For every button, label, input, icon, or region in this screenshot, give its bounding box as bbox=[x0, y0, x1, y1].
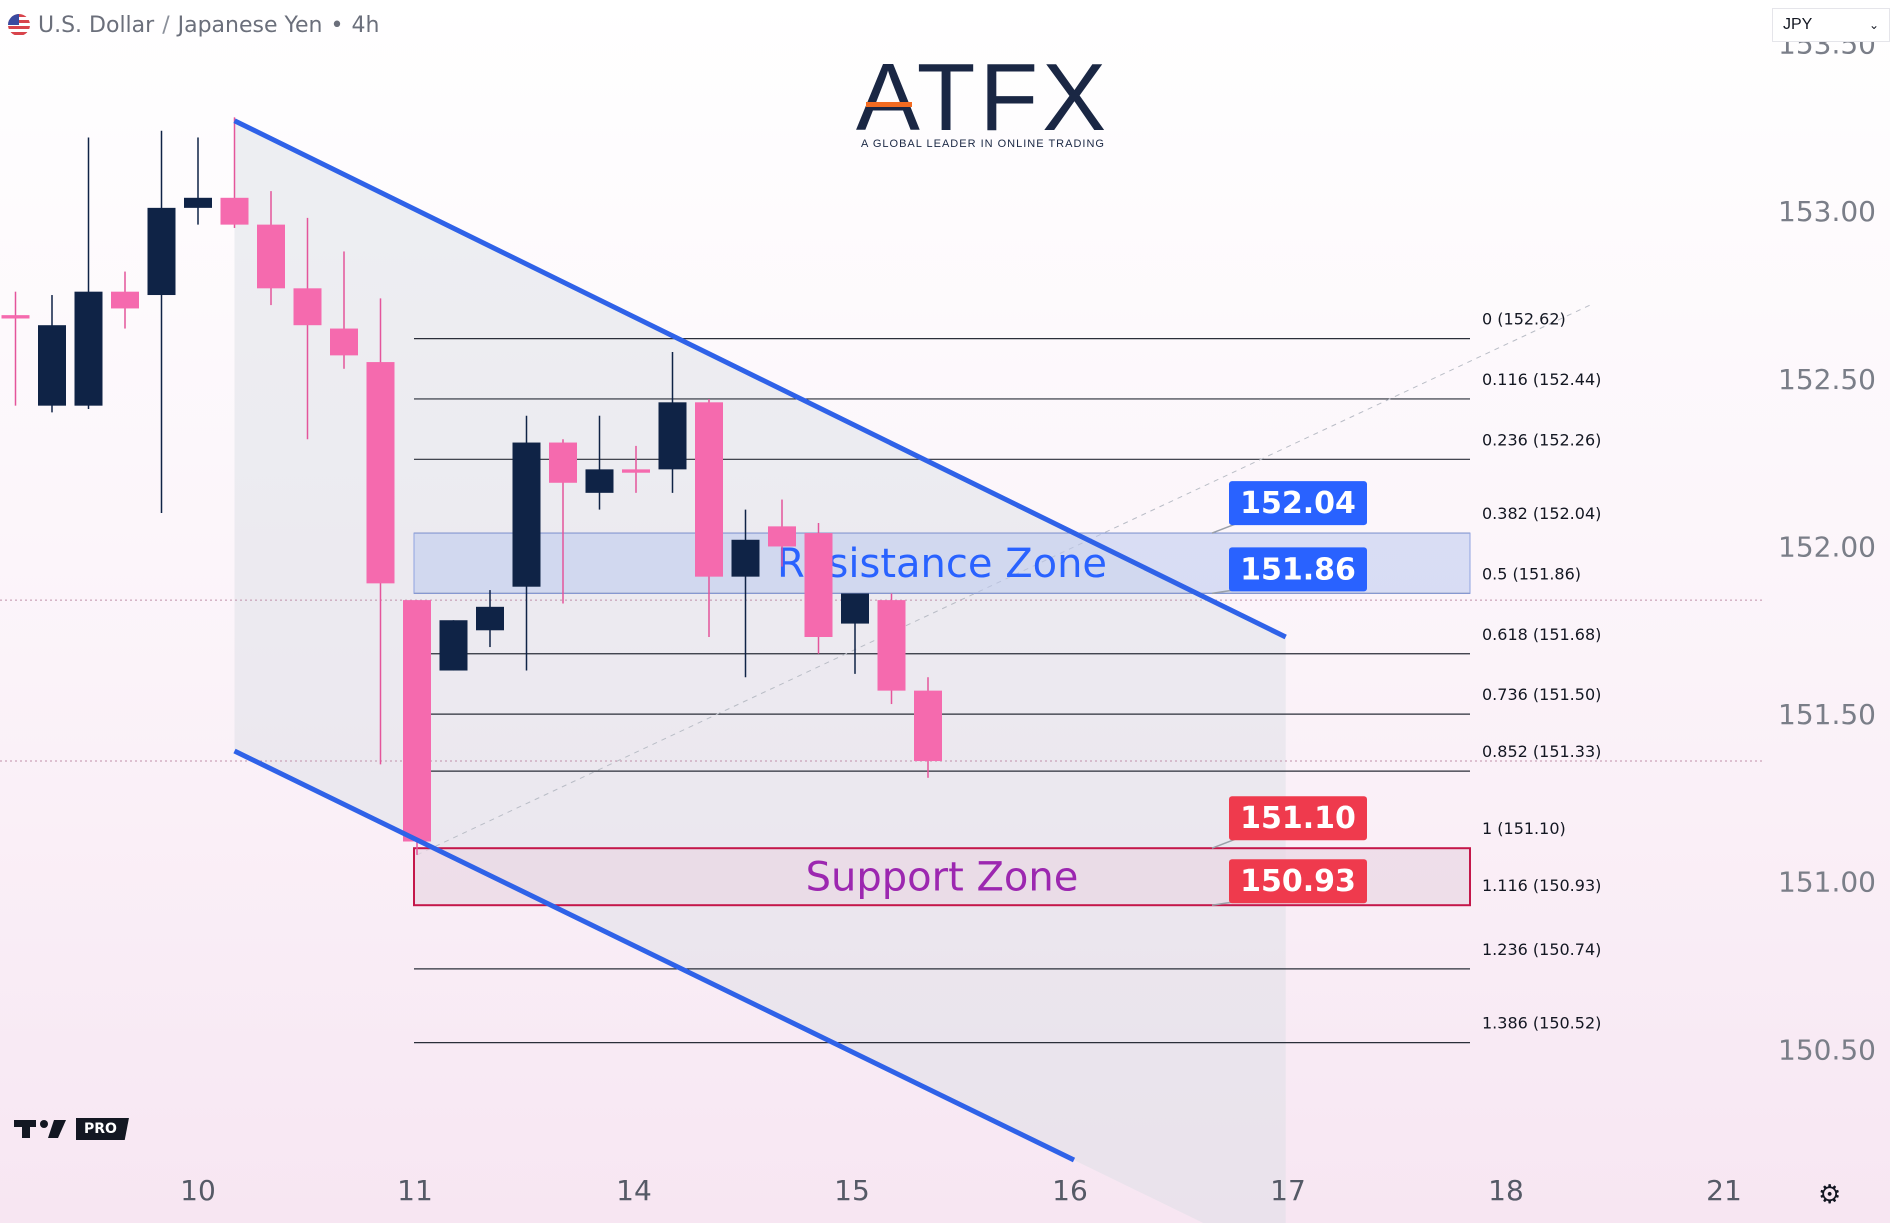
x-tick-label: 18 bbox=[1488, 1174, 1524, 1207]
y-tick-label: 153.00 bbox=[1778, 195, 1876, 228]
x-axis: 10 11 14 15 16 17 18 21 bbox=[180, 1174, 1742, 1207]
candle-body bbox=[403, 600, 431, 842]
candles bbox=[1, 117, 942, 855]
channel-lines bbox=[233, 118, 1287, 1163]
price-tag bbox=[1229, 859, 1367, 904]
candle-body bbox=[658, 402, 687, 470]
atfx-logo: ATFX A GLOBAL LEADER IN ONLINE TRADING bbox=[856, 44, 1110, 151]
interval-dot: • bbox=[330, 12, 344, 38]
candle-body bbox=[914, 690, 942, 762]
candle-body bbox=[768, 526, 796, 547]
symbol-quote: Japanese Yen bbox=[177, 12, 323, 38]
tradingview-logo-icon bbox=[14, 1120, 66, 1138]
currency-select[interactable]: JPY ⌄ bbox=[1772, 8, 1890, 42]
y-tick-label: 151.50 bbox=[1778, 698, 1876, 731]
tradingview-watermark: PRO bbox=[14, 1116, 129, 1142]
price-tag bbox=[1229, 481, 1367, 526]
price-tag-text: 152.04 bbox=[1240, 486, 1356, 521]
candle-body bbox=[476, 606, 504, 631]
candle-body bbox=[293, 288, 322, 326]
x-tick-label: 16 bbox=[1052, 1174, 1088, 1207]
x-tick-label: 17 bbox=[1270, 1174, 1306, 1207]
candle-body bbox=[695, 402, 723, 577]
candle-body bbox=[549, 442, 577, 483]
x-tick-label: 21 bbox=[1706, 1174, 1742, 1207]
y-axis: 153.50153.00152.50152.00151.50151.00150.… bbox=[1778, 28, 1876, 1067]
fib-labels: 0 (152.62) 0.116 (152.44) 0.236 (152.26) 0.… bbox=[1482, 310, 1601, 1033]
gear-icon[interactable]: ⚙ bbox=[1818, 1180, 1842, 1210]
price-tag bbox=[1229, 547, 1367, 592]
candle-body bbox=[184, 197, 212, 208]
fib-label: 0 (152.62) bbox=[1482, 310, 1566, 329]
x-tick-label: 15 bbox=[834, 1174, 870, 1207]
channel-lower-line bbox=[233, 748, 1076, 1163]
candle-body bbox=[439, 620, 468, 671]
price-tag-text: 151.86 bbox=[1240, 552, 1356, 587]
fib-label: 0.382 (152.04) bbox=[1482, 504, 1601, 523]
fib-label: 1.116 (150.93) bbox=[1482, 876, 1601, 895]
candle-body bbox=[111, 291, 139, 309]
price-lines bbox=[0, 599, 1765, 762]
atfx-logo-text: ATFX bbox=[856, 44, 1110, 151]
candle-body bbox=[877, 600, 906, 691]
atfx-logo-accent bbox=[866, 102, 912, 107]
candle-body bbox=[38, 325, 66, 406]
y-tick-label: 152.00 bbox=[1778, 530, 1876, 563]
support-zone-label: Support Zone bbox=[806, 855, 1079, 901]
candle-body bbox=[1, 315, 30, 319]
fib-label: 0.618 (151.68) bbox=[1482, 625, 1601, 644]
candle-body bbox=[585, 469, 614, 493]
fib-label: 1.386 (150.52) bbox=[1482, 1014, 1601, 1033]
y-tick-label: 151.00 bbox=[1778, 866, 1876, 899]
x-tick-label: 11 bbox=[397, 1174, 433, 1207]
candle-body bbox=[512, 442, 541, 587]
candle-body bbox=[731, 539, 760, 577]
candle-body bbox=[74, 291, 103, 406]
candle-body bbox=[804, 533, 833, 637]
chevron-down-icon: ⌄ bbox=[1868, 18, 1879, 32]
symbol-base: U.S. Dollar bbox=[38, 12, 155, 38]
candle-body bbox=[257, 224, 285, 289]
symbol-header[interactable]: U.S. Dollar / Japanese Yen • 4h bbox=[8, 10, 379, 40]
x-tick-label: 14 bbox=[616, 1174, 652, 1207]
channel-fill bbox=[234, 120, 1286, 1223]
atfx-logo-tagline: A GLOBAL LEADER IN ONLINE TRADING bbox=[861, 138, 1105, 150]
candle-body bbox=[622, 469, 650, 473]
candle-body bbox=[220, 197, 249, 225]
candle-body bbox=[330, 328, 358, 356]
us-flag-icon bbox=[8, 14, 30, 36]
y-tick-label: 152.50 bbox=[1778, 363, 1876, 396]
symbol-interval: 4h bbox=[351, 12, 380, 38]
x-tick-label: 10 bbox=[180, 1174, 216, 1207]
fib-label: 0.5 (151.86) bbox=[1482, 564, 1581, 583]
symbol-separator: / bbox=[162, 12, 170, 38]
fib-label: 0.236 (152.26) bbox=[1482, 430, 1601, 449]
candle-body bbox=[841, 593, 869, 624]
fib-label: 1.236 (150.74) bbox=[1482, 940, 1601, 959]
fib-label: 0.852 (151.33) bbox=[1482, 742, 1601, 761]
price-tag-text: 150.93 bbox=[1240, 864, 1356, 899]
y-tick-label: 150.50 bbox=[1778, 1033, 1876, 1066]
channel-upper-line bbox=[233, 118, 1287, 640]
candle-body bbox=[366, 362, 395, 584]
fib-label: 0.736 (151.50) bbox=[1482, 685, 1601, 704]
fib-label: 0.116 (152.44) bbox=[1482, 370, 1601, 389]
price-tag-text: 151.10 bbox=[1240, 801, 1356, 836]
pro-badge: PRO bbox=[76, 1118, 129, 1140]
fib-label: 1 (151.10) bbox=[1482, 819, 1566, 838]
channel-area bbox=[234, 120, 1286, 1223]
price-tag bbox=[1229, 796, 1367, 841]
candle-body bbox=[147, 207, 176, 296]
zone-price-labels: 152.04 151.86 151.10 150.93 bbox=[1211, 481, 1367, 906]
currency-value: JPY bbox=[1783, 16, 1813, 33]
